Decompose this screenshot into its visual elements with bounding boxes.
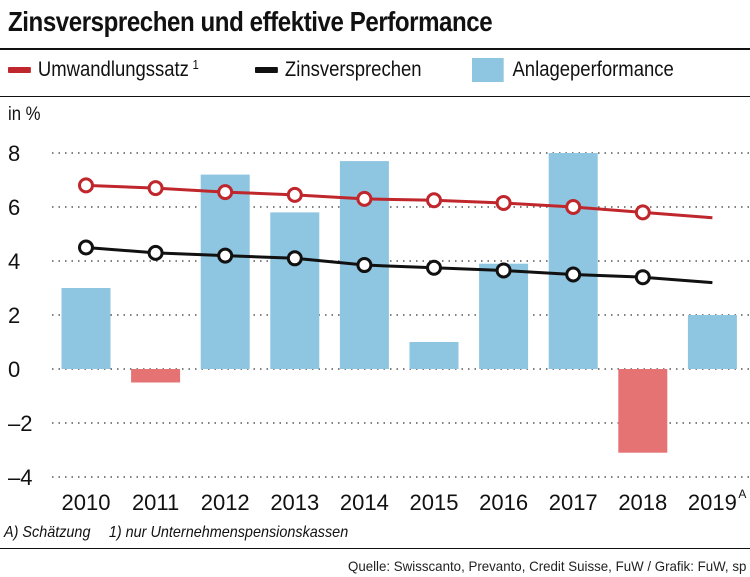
point-umwandlungssatz-2014 xyxy=(356,190,373,207)
title-divider xyxy=(0,48,750,50)
x-tick-label-2010: 2010 xyxy=(62,490,111,515)
legend-item-umwandlungssatz: Umwandlungssatz 1 xyxy=(8,56,199,82)
bar-2016 xyxy=(479,263,529,369)
footnote-divider xyxy=(0,548,750,549)
bar-2017 xyxy=(548,153,598,369)
point-umwandlungssatz-2017 xyxy=(565,199,582,215)
footnote-1: 1) nur Unternehmenspensionskassen xyxy=(108,524,349,541)
point-umwandlungssatz-2016 xyxy=(495,194,512,211)
x-tick-label-2016: 2016 xyxy=(479,490,528,515)
legend-label-zinsversprechen: Zinsversprechen xyxy=(284,58,422,81)
y-tick-label: 4 xyxy=(8,249,20,274)
x-tick-label-2013: 2013 xyxy=(270,490,319,515)
legend-label-umwandlungssatz: Umwandlungssatz xyxy=(37,58,189,81)
legend-footnote-marker: 1 xyxy=(192,56,199,72)
legend-swatch-zinsversprechen xyxy=(255,67,278,73)
chart-plot: 8 6 4 2 0 –2 –4 2010 2011 2012 2013 2014 2015 2016 201… xyxy=(8,141,750,515)
legend-divider xyxy=(0,96,750,97)
y-tick-label: 8 xyxy=(8,141,20,166)
bar-2012 xyxy=(200,174,250,369)
point-umwandlungssatz-2011 xyxy=(147,180,164,197)
point-zinsversprechen-2013 xyxy=(286,250,303,267)
source-credit: Quelle: Swisscanto, Prevanto, Credit Sui… xyxy=(347,558,746,574)
line-zinsversprechen xyxy=(85,246,713,285)
y-axis-unit-label: in % xyxy=(8,104,41,125)
legend-swatch-umwandlungssatz xyxy=(8,67,31,73)
y-tick-label: 0 xyxy=(8,357,20,382)
y-tick-label: 2 xyxy=(8,303,20,328)
footnotes: A) Schätzung 1) nur Unternehmenspensions… xyxy=(4,524,348,542)
point-umwandlungssatz-2018 xyxy=(634,204,651,221)
x-tick-label-2019: 2019 xyxy=(688,490,737,515)
point-zinsversprechen-2011 xyxy=(147,244,164,261)
x-tick-label-2017: 2017 xyxy=(549,490,598,515)
chart-title: Zinsversprechen und effektive Performanc… xyxy=(8,6,493,37)
point-zinsversprechen-2010 xyxy=(78,239,94,256)
bar-2019 xyxy=(687,315,737,369)
y-tick-label: 6 xyxy=(8,195,20,220)
point-umwandlungssatz-2013 xyxy=(286,186,303,203)
legend: Umwandlungssatz 1 Zinsversprechen Anlage… xyxy=(0,56,750,94)
point-umwandlungssatz-2015 xyxy=(426,192,442,209)
x-tick-label-2014: 2014 xyxy=(340,490,389,515)
point-zinsversprechen-2016 xyxy=(495,262,512,279)
point-umwandlungssatz-2010 xyxy=(78,177,94,194)
y-tick-label: –2 xyxy=(8,411,32,436)
x-tick-label-2011: 2011 xyxy=(132,490,179,515)
bar-2011 xyxy=(131,369,181,383)
legend-label-anlageperformance: Anlageperformance xyxy=(512,58,674,81)
bar-2018 xyxy=(618,369,668,453)
point-zinsversprechen-2018 xyxy=(634,269,651,286)
x-tick-footnote-marker: A xyxy=(738,487,746,501)
x-tick-label-2018: 2018 xyxy=(618,490,667,515)
x-tick-label-2012: 2012 xyxy=(201,490,250,515)
line-umwandlungssatz xyxy=(85,183,713,220)
x-tick-label-2015: 2015 xyxy=(410,490,459,515)
point-zinsversprechen-2017 xyxy=(565,266,582,283)
bar-2010 xyxy=(61,288,111,369)
bar-2013 xyxy=(270,212,320,369)
footnote-a: A) Schätzung xyxy=(4,524,91,541)
legend-item-anlageperformance: Anlageperformance xyxy=(472,58,674,82)
point-zinsversprechen-2014 xyxy=(356,257,373,274)
point-umwandlungssatz-2012 xyxy=(217,184,234,201)
legend-item-zinsversprechen: Zinsversprechen xyxy=(255,58,422,82)
bar-2015 xyxy=(409,342,459,369)
point-zinsversprechen-2015 xyxy=(426,259,442,276)
point-zinsversprechen-2012 xyxy=(217,247,234,264)
y-tick-label: –4 xyxy=(8,465,32,490)
legend-swatch-anlageperformance xyxy=(472,58,504,82)
